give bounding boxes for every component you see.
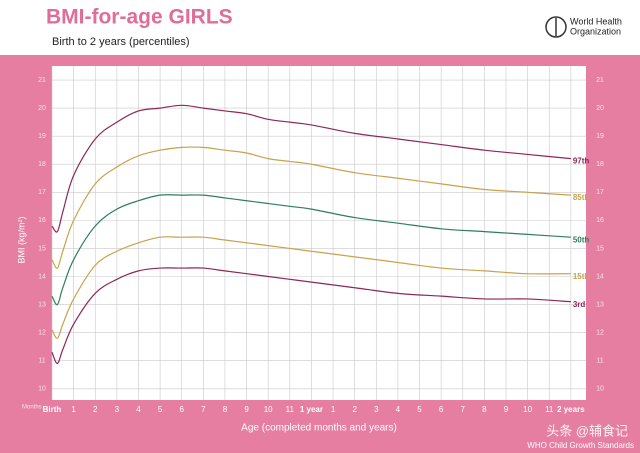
x-tick-label: 1	[71, 405, 76, 414]
x-tick-label: 2	[93, 405, 98, 414]
y-tick-label: 17	[596, 189, 604, 196]
percentile-line	[51, 236, 571, 339]
x-tick-label: 1 year	[300, 405, 323, 414]
y-tick-label: 12	[596, 329, 604, 336]
x-tick-label: 4	[136, 405, 141, 414]
percentile-line	[51, 267, 571, 365]
x-unit-label: Months	[22, 405, 42, 411]
x-tick-label: 1	[331, 405, 336, 414]
x-tick-label: 10	[523, 405, 532, 414]
x-tick-label: 6	[439, 405, 444, 414]
x-tick-label: 4	[396, 405, 401, 414]
y-tick-label: 18	[38, 161, 46, 168]
y-tick-label: 20	[38, 105, 46, 112]
percentile-line	[51, 194, 571, 306]
x-tick-label: 10	[264, 405, 273, 414]
y-tick-label: 12	[38, 329, 46, 336]
logo-text: Organization	[570, 26, 621, 36]
who-logo: World Health Organization	[545, 16, 622, 38]
y-tick-label: 10	[596, 386, 604, 393]
y-tick-label: 11	[38, 358, 45, 365]
logo-emblem	[545, 16, 567, 38]
subtitle: Birth to 2 years (percentiles)	[52, 36, 190, 48]
y-tick-label: 11	[596, 358, 603, 365]
x-tick-label: Birth	[43, 405, 62, 414]
x-tick-label: 3	[374, 405, 379, 414]
series-label: 50th	[573, 235, 590, 244]
x-tick-label: 11	[545, 405, 554, 414]
x-tick-label: 11	[286, 405, 295, 414]
x-tick-label: 7	[461, 405, 466, 414]
series-label: 85th	[573, 193, 590, 202]
chart-title: BMI-for-age GIRLS	[46, 6, 233, 29]
x-tick-label: 8	[482, 405, 487, 414]
y-axis-title: BMI (kg/m²)	[16, 217, 26, 264]
y-tick-label: 19	[38, 133, 46, 140]
y-tick-label: 16	[38, 217, 46, 224]
y-tick-label: 15	[38, 245, 46, 252]
y-tick-label: 16	[596, 217, 604, 224]
watermark: 头条 @辅食记	[546, 423, 628, 438]
x-tick-label: 2 years	[557, 405, 585, 414]
x-tick-label: 3	[115, 405, 120, 414]
x-tick-label: 9	[504, 405, 509, 414]
series-label: 15th	[573, 272, 590, 281]
y-tick-label: 17	[38, 189, 46, 196]
y-tick-label: 18	[596, 161, 604, 168]
y-tick-label: 19	[596, 133, 604, 140]
x-tick-label: 6	[179, 405, 184, 414]
y-tick-label: 13	[596, 301, 604, 308]
y-tick-label: 15	[596, 245, 604, 252]
y-tick-label: 14	[38, 273, 46, 280]
y-tick-label: 21	[38, 77, 46, 84]
y-tick-label: 10	[38, 386, 46, 393]
percentile-line	[51, 146, 571, 269]
y-tick-label: 13	[38, 301, 46, 308]
x-tick-label: 2	[352, 405, 357, 414]
series-label: 3rd	[573, 300, 586, 309]
y-tick-label: 14	[596, 273, 604, 280]
y-tick-label: 20	[596, 105, 604, 112]
x-tick-label: 5	[158, 405, 163, 414]
percentile-line	[51, 104, 571, 233]
x-tick-label: 5	[417, 405, 422, 414]
logo-text: World Health	[570, 16, 622, 26]
series-label: 97th	[573, 157, 590, 166]
x-tick-label: 8	[223, 405, 228, 414]
x-tick-label: 7	[201, 405, 206, 414]
y-tick-label: 21	[596, 77, 604, 84]
x-axis-title: Age (completed months and years)	[241, 423, 397, 434]
footer: WHO Child Growth Standards	[527, 441, 634, 450]
x-tick-label: 9	[244, 405, 249, 414]
